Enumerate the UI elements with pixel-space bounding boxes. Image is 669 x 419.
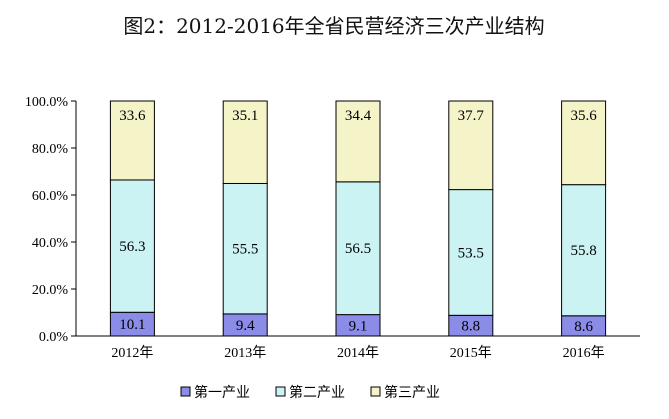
x-tick-label: 2014年 — [337, 345, 379, 361]
legend-label: 第一产业 — [194, 384, 250, 401]
legend-item: 第一产业 — [180, 384, 250, 401]
x-tick-label: 2016年 — [563, 345, 605, 361]
stacked-bar: 9.4 55.5 35.1 — [222, 100, 268, 337]
x-axis: 2012年 2013年 2014年 2015年 2016年 — [76, 335, 640, 361]
legend-swatch — [370, 386, 381, 397]
y-tick-label: 40.0% — [32, 236, 69, 251]
x-tick-label: 2013年 — [224, 345, 266, 361]
data-label: 8.6 — [574, 319, 593, 335]
bar-segment — [448, 189, 494, 316]
legend-label: 第二产业 — [289, 384, 345, 401]
data-label: 56.3 — [119, 239, 145, 255]
bar-segment — [448, 100, 494, 191]
data-label: 35.6 — [570, 108, 597, 124]
data-label: 9.4 — [236, 318, 255, 334]
legend-item: 第三产业 — [370, 384, 440, 401]
bar-segment — [561, 184, 607, 317]
data-label: 37.7 — [458, 108, 485, 124]
bar-segment — [561, 100, 607, 186]
data-label: 35.1 — [232, 108, 258, 124]
x-tick-label: 2015年 — [450, 345, 492, 361]
x-tick-label: 2012年 — [111, 345, 153, 361]
y-axis: 0.0% 20.0% 40.0% 60.0% 80.0% 100.0% — [25, 95, 77, 345]
stacked-bar: 8.6 55.8 35.6 — [561, 100, 607, 337]
y-tick-label: 80.0% — [32, 142, 69, 157]
y-tick-label: 100.0% — [25, 95, 69, 110]
data-label: 8.8 — [461, 319, 480, 335]
data-label: 55.8 — [570, 243, 596, 259]
bars: 10.1 56.3 33.6 9.4 55.5 35.1 9.1 56.5 34.4 8.8 53.… — [109, 100, 607, 337]
stacked-bar: 8.8 53.5 37.7 — [448, 100, 494, 337]
y-tick-label: 60.0% — [32, 189, 69, 204]
bar-segment — [335, 181, 381, 316]
bar-segment — [109, 100, 155, 181]
legend-swatch — [180, 386, 191, 397]
data-label: 56.5 — [345, 241, 371, 257]
data-label: 33.6 — [119, 108, 146, 124]
data-label: 10.1 — [119, 317, 145, 333]
stacked-bar: 10.1 56.3 33.6 — [109, 100, 155, 337]
bar-segment — [335, 100, 381, 183]
y-tick-label: 20.0% — [32, 283, 69, 298]
legend-item: 第二产业 — [275, 384, 345, 401]
legend-label: 第三产业 — [384, 384, 440, 401]
bar-segment — [222, 182, 268, 315]
y-tick-label: 0.0% — [39, 330, 69, 345]
legend: 第一产业 第二产业 第三产业 — [180, 384, 440, 401]
data-label: 53.5 — [458, 245, 484, 261]
legend-swatch — [275, 386, 286, 397]
chart-title: 图2：2012-2016年全省民营经济三次产业结构 — [123, 14, 544, 38]
bar-segment — [222, 100, 268, 184]
data-label: 9.1 — [349, 318, 368, 334]
stacked-bar: 9.1 56.5 34.4 — [335, 100, 381, 337]
data-label: 55.5 — [232, 242, 258, 258]
data-label: 34.4 — [345, 108, 372, 124]
